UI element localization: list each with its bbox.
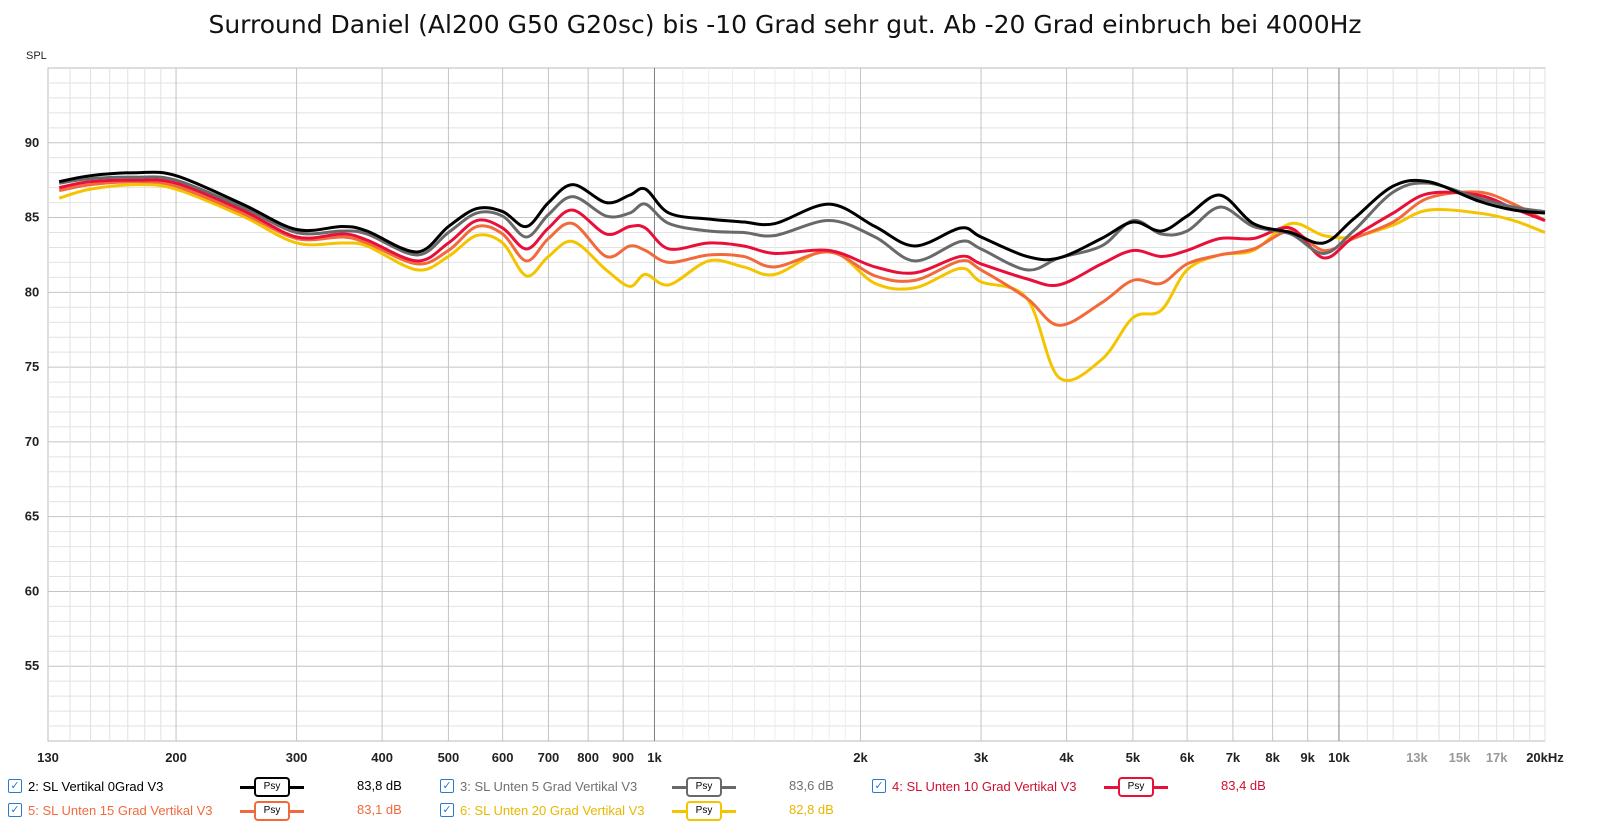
psy-label: Psy (254, 801, 290, 821)
x-tick-label: 900 (612, 750, 634, 765)
checkbox[interactable]: ✓ (872, 779, 886, 793)
x-tick-label: 130 (37, 750, 59, 765)
y-tick-label: 75 (25, 359, 39, 374)
x-tick-label: 7k (1226, 750, 1241, 765)
x-tick-label: 1k (647, 750, 662, 765)
psy-label: Psy (686, 801, 722, 821)
y-tick-label: 70 (25, 434, 39, 449)
psy-line-style-button[interactable]: Psy (240, 777, 304, 797)
x-tick-label: 2k (853, 750, 868, 765)
legend-label: 2: SL Vertikal 0Grad V3 (28, 778, 164, 794)
series-line (58, 183, 1546, 382)
x-tick-label: 600 (492, 750, 514, 765)
legend-value: 83,4 dB (1221, 778, 1266, 793)
legend-label: 3: SL Unten 5 Grad Vertikal V3 (460, 778, 638, 794)
y-tick-label: 90 (25, 135, 39, 150)
psy-line-style-button[interactable]: Psy (240, 801, 304, 821)
checkbox[interactable]: ✓ (440, 779, 454, 793)
x-tick-label: 700 (538, 750, 560, 765)
x-tick-label: 5k (1126, 750, 1141, 765)
legend-item[interactable]: ✓ 5: SL Unten 15 Grad Vertikal V3 (8, 800, 213, 820)
series-line (58, 178, 1546, 287)
legend-label: 6: SL Unten 20 Grad Vertikal V3 (460, 802, 645, 818)
x-tick-label: 17k (1486, 750, 1508, 765)
psy-label: Psy (686, 777, 722, 797)
psy-label: Psy (254, 777, 290, 797)
legend-item[interactable]: ✓ 4: SL Unten 10 Grad Vertikal V3 (872, 776, 1077, 796)
checkbox[interactable]: ✓ (8, 779, 22, 793)
checkbox[interactable]: ✓ (8, 803, 22, 817)
y-tick-label: 60 (25, 583, 39, 598)
grid (47, 67, 1546, 742)
tick-labels: 55 60 65 70 75 80 85 90 130 200 300 400 500 600 700 800… (25, 135, 1565, 765)
chart-title: Surround Daniel (Al200 G50 G20sc) bis -1… (208, 10, 1362, 39)
y-tick-label: 85 (25, 210, 39, 225)
y-tick-label: 65 (25, 509, 39, 524)
legend-value: 82,8 dB (789, 802, 834, 817)
x-tick-label: 4k (1059, 750, 1074, 765)
curves (58, 170, 1546, 382)
series-line (58, 170, 1546, 262)
legend-value: 83,6 dB (789, 778, 834, 793)
x-tick-label: 8k (1265, 750, 1280, 765)
psy-line-style-button[interactable]: Psy (1104, 777, 1168, 797)
psy-label: Psy (1118, 777, 1154, 797)
legend-item[interactable]: ✓ 6: SL Unten 20 Grad Vertikal V3 (440, 800, 645, 820)
legend-item[interactable]: ✓ 2: SL Vertikal 0Grad V3 (8, 776, 163, 796)
x-tick-label: 3k (974, 750, 989, 765)
x-tick-label: 500 (438, 750, 460, 765)
legend-label: 4: SL Unten 10 Grad Vertikal V3 (892, 778, 1077, 794)
legend-label: 5: SL Unten 15 Grad Vertikal V3 (28, 802, 213, 818)
x-tick-label: 300 (286, 750, 308, 765)
y-tick-label: 80 (25, 284, 39, 299)
legend-item[interactable]: ✓ 3: SL Unten 5 Grad Vertikal V3 (440, 776, 637, 796)
x-tick-label: 6k (1180, 750, 1195, 765)
x-tick-label: 15k (1449, 750, 1471, 765)
y-axis-label: SPL (26, 50, 47, 62)
legend-value: 83,1 dB (357, 802, 402, 817)
legend-value: 83,8 dB (357, 778, 402, 793)
checkbox[interactable]: ✓ (440, 803, 454, 817)
x-tick-label: 200 (165, 750, 187, 765)
psy-line-style-button[interactable]: Psy (672, 801, 736, 821)
x-tick-label: 400 (371, 750, 393, 765)
psy-line-style-button[interactable]: Psy (672, 777, 736, 797)
x-tick-label: 13k (1406, 750, 1428, 765)
x-tick-label: 20kHz (1526, 750, 1564, 765)
x-tick-label: 800 (577, 750, 599, 765)
y-tick-label: 55 (25, 658, 39, 673)
x-tick-label: 9k (1300, 750, 1315, 765)
plot-area (47, 67, 1546, 742)
x-tick-label: 10k (1328, 750, 1350, 765)
